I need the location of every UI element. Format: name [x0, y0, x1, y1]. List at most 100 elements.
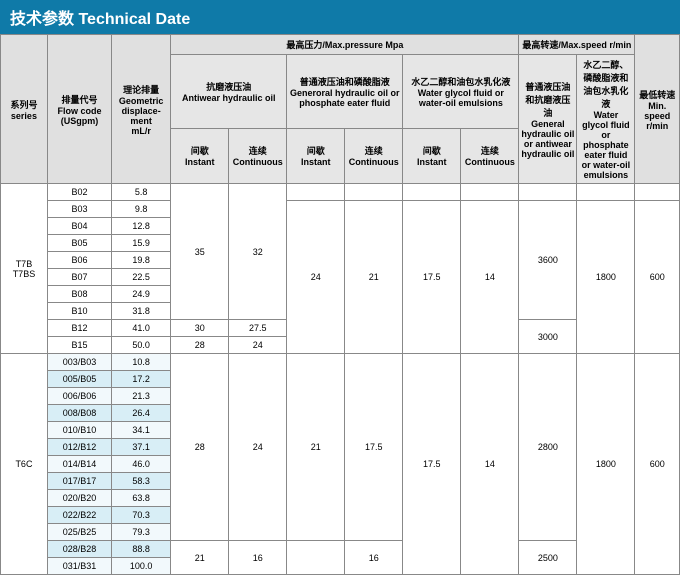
displacement: 50.0 [112, 337, 171, 354]
table-row: T7B T7BSB025.83532 [1, 184, 680, 201]
water-cont: 14 [461, 354, 519, 575]
flow-code: B12 [47, 320, 111, 337]
flow-code: 022/B22 [47, 507, 111, 524]
general-cont: 16 [345, 541, 403, 575]
displacement: 24.9 [112, 286, 171, 303]
flow-code: B06 [47, 252, 111, 269]
speed_wat: 1800 [577, 354, 635, 575]
general-instant [287, 541, 345, 575]
flow-code: 014/B14 [47, 456, 111, 473]
series-cell: T6C [1, 354, 48, 575]
tech-data-table: 系列号series 排量代号Flow code(USgpm) 理论排量Geome… [0, 34, 680, 575]
displacement: 37.1 [112, 439, 171, 456]
title-en: Technical Date [78, 11, 190, 28]
displacement: 12.8 [112, 218, 171, 235]
speed_wat [577, 184, 635, 201]
hdr-continuous: 连续Continuous [461, 128, 519, 183]
hdr-flowcode: 排量代号Flow code(USgpm) [47, 35, 111, 184]
water-cont: 14 [461, 201, 519, 354]
speed_gen: 2500 [519, 541, 577, 575]
flow-code: B08 [47, 286, 111, 303]
flow-code: 003/B03 [47, 354, 111, 371]
hdr-maxpressure: 最高压力/Max.pressure Mpa [171, 35, 519, 55]
displacement: 79.3 [112, 524, 171, 541]
flow-code: 006/B06 [47, 388, 111, 405]
speed_gen [519, 184, 577, 201]
table-row: T6C003/B0310.828242117.517.5142800180060… [1, 354, 680, 371]
displacement: 5.8 [112, 184, 171, 201]
flow-code: 020/B20 [47, 490, 111, 507]
water-instant: 17.5 [403, 354, 461, 575]
displacement: 100.0 [112, 558, 171, 575]
min: 600 [635, 354, 680, 575]
min [635, 184, 680, 201]
hdr-speed-general: 普通液压油和抗磨液压油General hydraulic oil or anti… [519, 55, 577, 184]
antiwear-instant: 35 [171, 184, 229, 320]
displacement: 88.8 [112, 541, 171, 558]
hdr-series: 系列号series [1, 35, 48, 184]
displacement: 26.4 [112, 405, 171, 422]
displacement: 63.8 [112, 490, 171, 507]
hdr-continuous: 连续Continuous [229, 128, 287, 183]
displacement: 41.0 [112, 320, 171, 337]
antiwear-instant: 28 [171, 354, 229, 541]
flow-code: 005/B05 [47, 371, 111, 388]
flow-code: B02 [47, 184, 111, 201]
hdr-general: 普通液压油和磷酸脂液Generoral hydraulic oil or pho… [287, 55, 403, 129]
speed_gen: 2800 [519, 354, 577, 541]
general-cont [345, 184, 403, 201]
flow-code: 012/B12 [47, 439, 111, 456]
water-instant: 17.5 [403, 201, 461, 354]
hdr-water: 水乙二醇和油包水乳化液Water glycol fluid or water-o… [403, 55, 519, 129]
series-cell: T7B T7BS [1, 184, 48, 354]
water-cont [461, 184, 519, 201]
general-instant: 21 [287, 354, 345, 541]
hdr-minspeed: 最低转速Min. speedr/min [635, 35, 680, 184]
displacement: 70.3 [112, 507, 171, 524]
flow-code: 031/B31 [47, 558, 111, 575]
flow-code: 017/B17 [47, 473, 111, 490]
page-title: 技术参数 Technical Date [0, 0, 680, 34]
hdr-instant: 间歇Instant [403, 128, 461, 183]
speed_gen: 3600 [519, 201, 577, 320]
flow-code: 025/B25 [47, 524, 111, 541]
antiwear-cont: 16 [229, 541, 287, 575]
hdr-instant: 间歇Instant [171, 128, 229, 183]
table-header: 系列号series 排量代号Flow code(USgpm) 理论排量Geome… [1, 35, 680, 184]
flow-code: B04 [47, 218, 111, 235]
hdr-antiwear: 抗磨液压油Antiwear hydraulic oil [171, 55, 287, 129]
displacement: 34.1 [112, 422, 171, 439]
water-instant [403, 184, 461, 201]
hdr-maxspeed: 最高转速/Max.speed r/min [519, 35, 635, 55]
antiwear-instant: 21 [171, 541, 229, 575]
displacement: 17.2 [112, 371, 171, 388]
displacement: 21.3 [112, 388, 171, 405]
general-instant: 24 [287, 201, 345, 354]
displacement: 19.8 [112, 252, 171, 269]
speed_wat: 1800 [577, 201, 635, 354]
antiwear-cont: 24 [229, 354, 287, 541]
antiwear-instant: 28 [171, 337, 229, 354]
antiwear-cont: 27.5 [229, 320, 287, 337]
displacement: 10.8 [112, 354, 171, 371]
displacement: 15.9 [112, 235, 171, 252]
hdr-continuous: 连续Continuous [345, 128, 403, 183]
title-cn: 技术参数 [10, 11, 74, 28]
hdr-speed-water: 水乙二醇、磷酸脂液和油包水乳化液Water glycol fluid or ph… [577, 55, 635, 184]
flow-code: B05 [47, 235, 111, 252]
antiwear-instant: 30 [171, 320, 229, 337]
displacement: 22.5 [112, 269, 171, 286]
flow-code: B03 [47, 201, 111, 218]
flow-code: 008/B08 [47, 405, 111, 422]
hdr-instant: 间歇Instant [287, 128, 345, 183]
general-cont: 21 [345, 201, 403, 354]
general-cont: 17.5 [345, 354, 403, 541]
flow-code: B07 [47, 269, 111, 286]
general-instant [287, 184, 345, 201]
displacement: 58.3 [112, 473, 171, 490]
hdr-displacement: 理论排量Geometric displace-mentmL/r [112, 35, 171, 184]
speed_gen: 3000 [519, 320, 577, 354]
displacement: 31.8 [112, 303, 171, 320]
min: 600 [635, 201, 680, 354]
antiwear-cont: 32 [229, 184, 287, 320]
